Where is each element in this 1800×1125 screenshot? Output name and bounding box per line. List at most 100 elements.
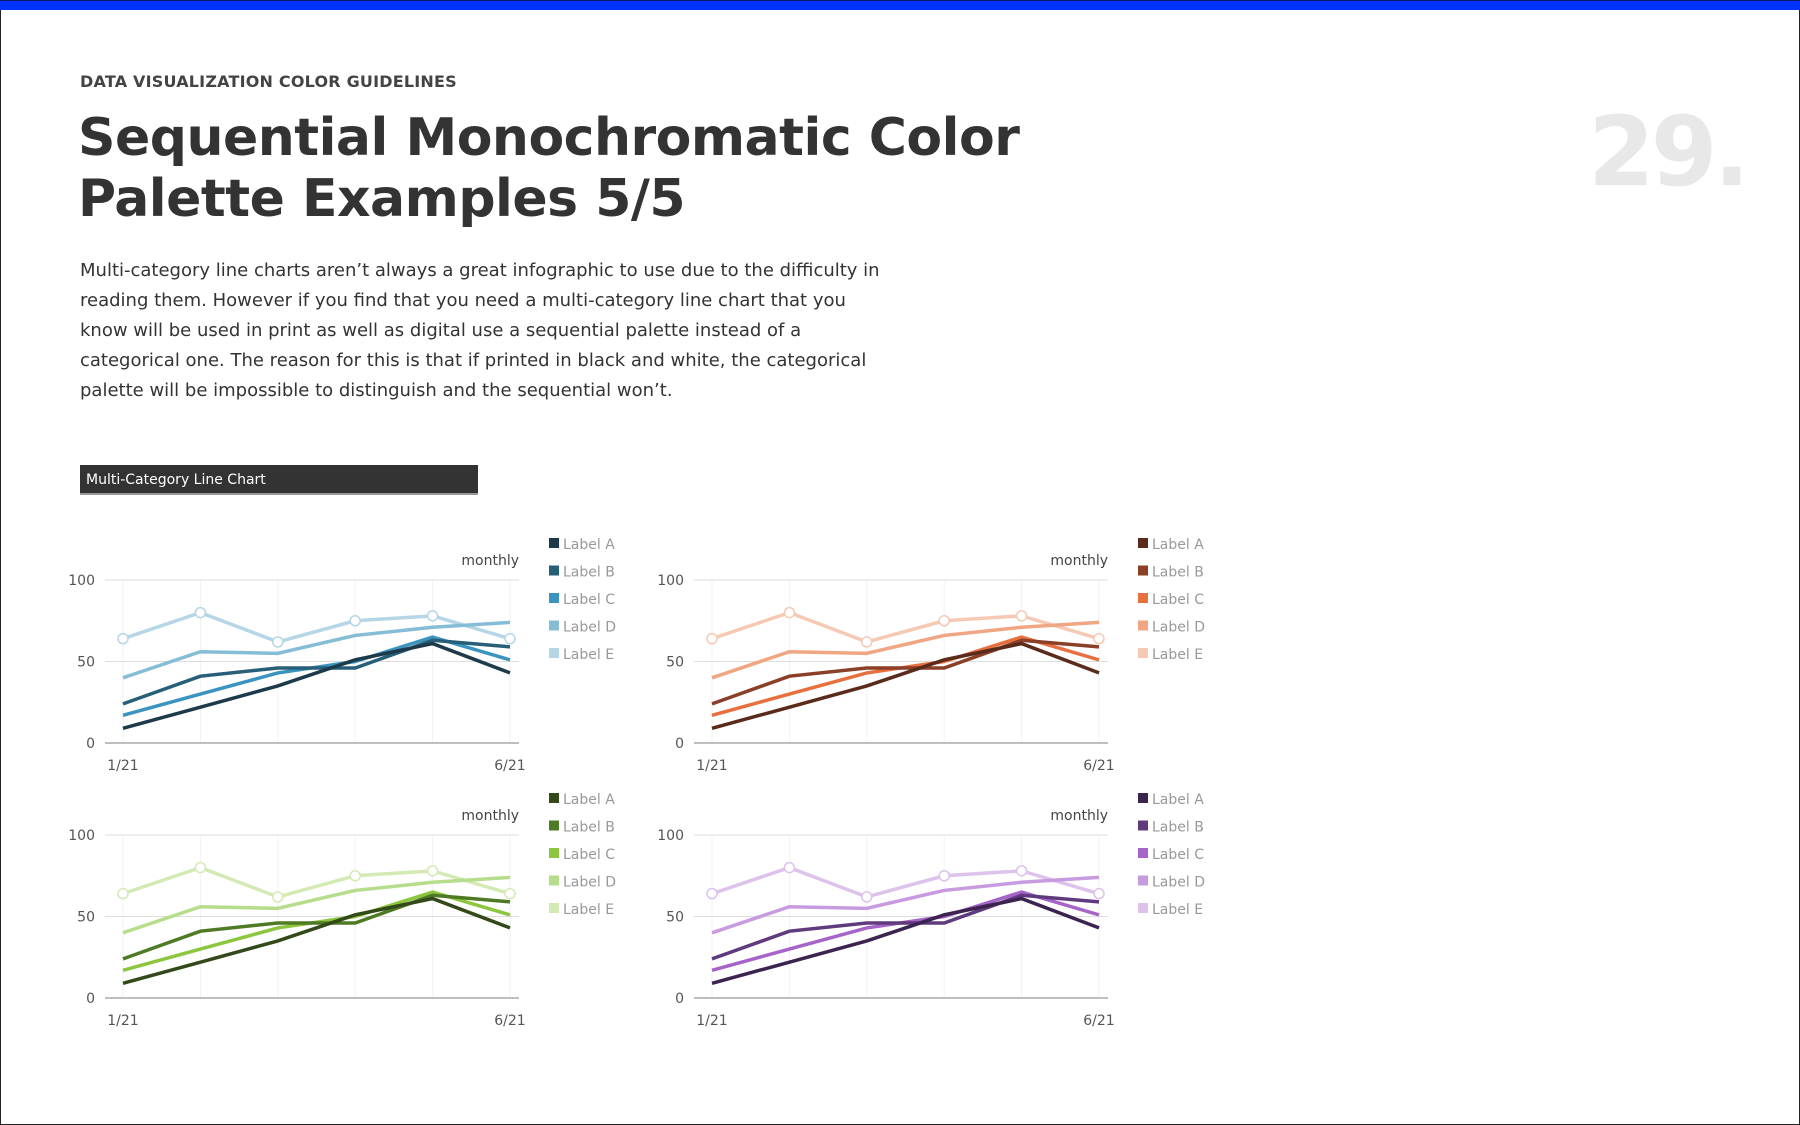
series-line-label-b <box>122 893 511 961</box>
data-point-marker <box>349 870 361 882</box>
legend-swatch <box>1138 875 1148 886</box>
legend-label: Label D <box>1152 875 1205 891</box>
data-point-marker <box>1015 865 1028 877</box>
title-line-1: Sequential Monochromatic Color <box>78 108 1020 168</box>
series-line-label-c <box>122 890 511 972</box>
section-label: Multi-Category Line Chart <box>80 465 478 495</box>
y-tick-label: 50 <box>77 655 95 671</box>
legend-label: Label B <box>1152 565 1204 581</box>
x-tick-label: 6/21 <box>494 1013 525 1029</box>
y-tick-label: 50 <box>77 910 95 926</box>
line-chart-orange: 0 50 100 1/21 6/21 monthly Label A Label B Label… <box>657 537 1205 774</box>
data-point-marker <box>706 632 718 645</box>
x-tick-label: 1/21 <box>696 1013 727 1029</box>
page-title: Sequential Monochromatic Color Palette E… <box>78 108 1020 230</box>
data-point-marker <box>706 887 718 900</box>
data-point-marker <box>1015 610 1028 622</box>
period-label: monthly <box>1050 808 1108 824</box>
legend-label: Label E <box>563 902 614 918</box>
title-line-2: Palette Examples 5/5 <box>78 169 686 229</box>
legend-label: Label C <box>563 592 615 608</box>
data-point-marker <box>1093 632 1105 645</box>
legend-label: Label E <box>563 647 614 663</box>
legend-label: Label B <box>563 820 615 836</box>
legend-swatch <box>549 848 559 858</box>
accent-bar <box>0 0 1800 10</box>
series-line-label-a <box>122 896 511 986</box>
data-point-marker <box>272 891 284 903</box>
series-line-label-d <box>711 620 1100 680</box>
data-point-marker <box>272 636 284 648</box>
legend-label: Label B <box>1152 820 1204 836</box>
legend-label: Label A <box>1152 792 1204 808</box>
y-tick-label: 0 <box>675 991 684 1007</box>
legend-label: Label C <box>1152 847 1204 863</box>
series-line-label-e <box>122 865 511 899</box>
legend-swatch <box>1138 820 1148 831</box>
legend-swatch <box>1138 565 1148 576</box>
legend-label: Label A <box>563 792 615 808</box>
legend-swatch <box>1138 620 1148 631</box>
legend-swatch <box>549 565 559 576</box>
period-label: monthly <box>1050 553 1108 569</box>
line-chart-blue: 0 50 100 1/21 6/21 monthly Label A Label B Label… <box>68 537 616 774</box>
legend-label: Label C <box>1152 592 1204 608</box>
legend-swatch <box>549 793 559 803</box>
legend-label: Label A <box>563 537 615 553</box>
series-line-label-c <box>711 635 1100 717</box>
data-point-marker <box>938 870 950 882</box>
series-line-label-d <box>122 875 511 935</box>
legend-swatch <box>1138 848 1148 858</box>
x-tick-label: 1/21 <box>107 758 138 774</box>
y-tick-label: 100 <box>68 573 95 589</box>
data-point-marker <box>426 865 439 877</box>
eyebrow-heading: DATA VISUALIZATION COLOR GUIDELINES <box>80 72 457 91</box>
y-tick-label: 100 <box>657 828 684 844</box>
legend-label: Label E <box>1152 902 1203 918</box>
legend-swatch <box>1138 593 1148 603</box>
series-line-label-c <box>711 890 1100 972</box>
data-point-marker <box>349 615 361 627</box>
legend-swatch <box>549 620 559 631</box>
series-line-label-a <box>711 641 1100 731</box>
line-chart-purple: 0 50 100 1/21 6/21 monthly Label A Label B Label… <box>657 792 1205 1029</box>
legend-swatch <box>1138 793 1148 803</box>
series-line-label-e <box>122 610 511 644</box>
y-tick-label: 100 <box>657 573 684 589</box>
series-line-label-c <box>122 635 511 717</box>
y-tick-label: 0 <box>86 736 95 752</box>
data-point-marker <box>194 606 207 619</box>
legend-swatch <box>549 538 559 548</box>
series-line-label-d <box>711 875 1100 935</box>
data-point-marker <box>504 632 516 645</box>
data-point-marker <box>783 606 796 619</box>
x-tick-label: 1/21 <box>107 1013 138 1029</box>
legend-label: Label A <box>1152 537 1204 553</box>
legend-label: Label C <box>563 847 615 863</box>
x-tick-label: 6/21 <box>494 758 525 774</box>
period-label: monthly <box>461 808 519 824</box>
y-tick-label: 100 <box>68 828 95 844</box>
series-line-label-b <box>711 893 1100 961</box>
x-tick-label: 6/21 <box>1083 758 1114 774</box>
series-line-label-a <box>122 641 511 731</box>
y-tick-label: 0 <box>675 736 684 752</box>
x-tick-label: 6/21 <box>1083 1013 1114 1029</box>
page-number: 29. <box>1588 96 1750 208</box>
legend-label: Label D <box>563 875 616 891</box>
x-tick-label: 1/21 <box>696 758 727 774</box>
data-point-marker <box>861 891 873 903</box>
series-line-label-b <box>122 638 511 706</box>
data-point-marker <box>938 615 950 627</box>
y-tick-label: 50 <box>666 655 684 671</box>
legend-label: Label D <box>1152 620 1205 636</box>
description-paragraph: Multi-category line charts aren’t always… <box>80 260 880 401</box>
data-point-marker <box>426 610 439 622</box>
legend-swatch <box>549 903 559 913</box>
legend-swatch <box>549 593 559 603</box>
y-tick-label: 50 <box>666 910 684 926</box>
data-point-marker <box>1093 887 1105 900</box>
legend-label: Label D <box>563 620 616 636</box>
data-point-marker <box>783 861 796 874</box>
series-line-label-e <box>711 865 1100 899</box>
